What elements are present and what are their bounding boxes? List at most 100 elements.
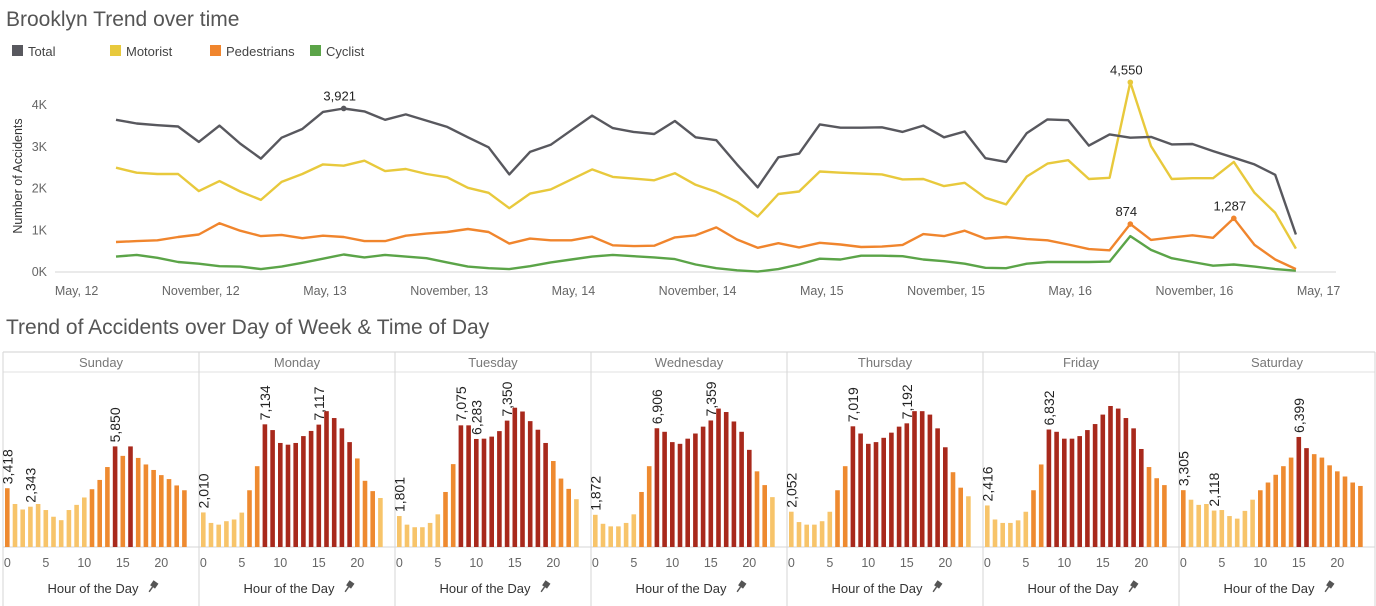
day-header-saturday: Saturday	[1251, 355, 1304, 370]
hour-bar	[1054, 431, 1059, 547]
hour-bar	[919, 411, 925, 547]
hour-bar	[1031, 490, 1036, 547]
hour-bar	[1181, 490, 1186, 547]
pushpin-head	[150, 580, 159, 589]
pushpin-needle	[932, 586, 938, 593]
pushpin-icon	[736, 580, 747, 593]
hour-bar	[1139, 448, 1144, 547]
hour-bar	[1242, 510, 1248, 547]
bar-data-label: 1,801	[391, 477, 407, 512]
bar-data-label: 6,283	[468, 400, 484, 435]
hour-tick-label: 0	[592, 556, 599, 570]
hour-bar	[1038, 464, 1044, 547]
series-line-total	[115, 107, 1298, 235]
hour-bar	[166, 479, 172, 547]
hour-bar	[558, 478, 564, 547]
hour-bar	[1046, 429, 1052, 547]
hour-bar	[677, 443, 683, 547]
x-axis-title: Hour of the Day	[439, 581, 531, 596]
hour-bar	[631, 514, 637, 547]
hour-bar	[693, 433, 698, 547]
hour-bar	[1188, 499, 1194, 547]
hour-bar	[128, 446, 133, 547]
hour-tick-label: 0	[984, 556, 991, 570]
pushpin-head	[1130, 580, 1139, 589]
day-header-sunday: Sunday	[79, 355, 124, 370]
pushpin-icon	[932, 580, 943, 593]
pushpin-needle	[148, 586, 154, 593]
hour-bar	[646, 466, 652, 547]
hour-bar	[208, 522, 214, 547]
hour-bar	[97, 479, 102, 547]
bar-chart-title: Trend of Accidents over Day of Week & Ti…	[6, 316, 490, 339]
hour-bar	[1146, 467, 1152, 547]
hour-bar	[201, 512, 206, 547]
hour-bar	[958, 487, 963, 547]
hour-bar	[182, 490, 187, 547]
hour-bar	[1319, 457, 1325, 547]
hour-bar	[881, 437, 886, 547]
hour-bar	[450, 464, 456, 547]
day-header-tuesday: Tuesday	[468, 355, 518, 370]
hour-tick-label: 5	[630, 556, 637, 570]
pushpin-head	[934, 580, 943, 589]
hour-tick-label: 5	[826, 556, 833, 570]
hour-bar	[481, 438, 487, 547]
x-tick-label: November, 12	[162, 284, 240, 298]
hour-bar	[254, 466, 260, 547]
bar-data-label: 1,872	[587, 476, 603, 511]
x-tick-label: May, 12	[55, 284, 99, 298]
data-label: 3,921	[323, 88, 356, 103]
hour-tick-label: 15	[116, 556, 130, 570]
hour-tick-label: 20	[154, 556, 168, 570]
x-tick-label: May, 13	[303, 284, 347, 298]
hour-bar	[789, 511, 794, 547]
hour-tick-label: 20	[546, 556, 560, 570]
hour-bar	[992, 519, 998, 547]
hour-bar	[716, 408, 721, 547]
hour-bar	[28, 506, 33, 547]
hour-bar	[1265, 482, 1271, 547]
hour-tick-label: 20	[742, 556, 756, 570]
hour-bar	[458, 425, 464, 547]
bar-data-label: 2,010	[195, 473, 211, 508]
hour-bar	[754, 471, 760, 547]
pushpin-icon	[1128, 580, 1139, 593]
hour-bar	[762, 485, 767, 547]
hour-bar	[316, 424, 322, 547]
hour-bar	[285, 444, 291, 547]
hour-bar	[1077, 436, 1082, 547]
hour-bar	[12, 504, 18, 547]
hour-tick-label: 0	[4, 556, 11, 570]
legend-entry: Cyclist	[326, 44, 365, 59]
hour-bar	[608, 526, 613, 547]
hour-bar	[566, 488, 571, 547]
series-line-pedestrians	[115, 217, 1297, 271]
hour-bar	[912, 411, 917, 547]
bar-data-label: 7,019	[845, 387, 861, 422]
hour-tick-label: 5	[238, 556, 245, 570]
hour-bar	[1123, 418, 1129, 547]
hour-bar	[135, 457, 141, 547]
bar-data-label: 7,350	[499, 381, 515, 416]
hour-bar	[670, 442, 675, 547]
hour-bar	[1219, 510, 1225, 547]
hour-bar	[708, 420, 714, 547]
hour-bar	[224, 521, 229, 547]
hour-bar	[639, 491, 644, 547]
hour-bar	[231, 519, 237, 547]
hour-tick-label: 10	[273, 556, 287, 570]
data-label: 1,287	[1214, 198, 1247, 213]
hour-bar	[239, 512, 245, 547]
line-chart-title: Brooklyn Trend over time	[6, 8, 240, 31]
y-tick-label: 0K	[32, 265, 48, 279]
hour-bar	[435, 514, 441, 547]
hour-bar	[796, 522, 802, 547]
hour-bar	[331, 418, 337, 547]
x-axis-title: Hour of the Day	[831, 581, 923, 596]
hour-tick-label: 10	[1057, 556, 1071, 570]
hour-tick-label: 20	[938, 556, 952, 570]
hour-bar	[347, 442, 352, 547]
hour-bar	[600, 523, 606, 547]
hour-bar	[66, 510, 72, 547]
